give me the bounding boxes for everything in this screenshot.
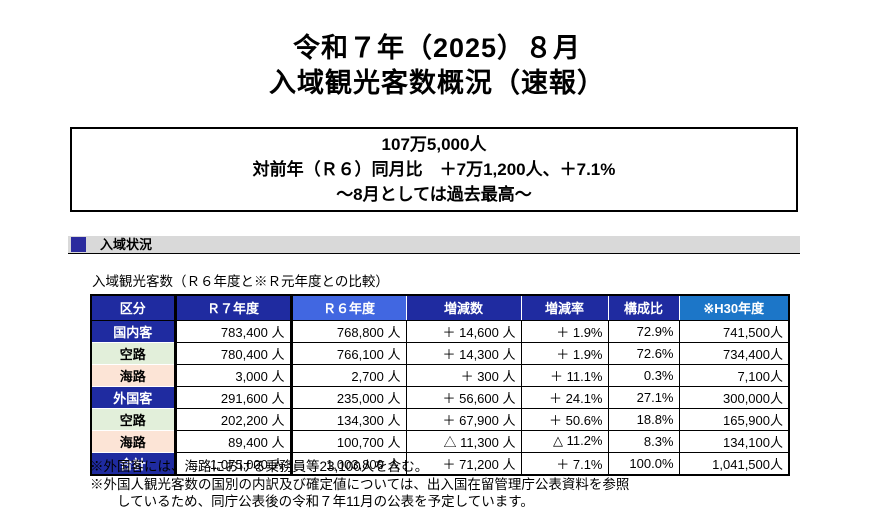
- col-header-h30: ※H30年度: [678, 295, 790, 321]
- cell-share: 27.1%: [607, 385, 680, 409]
- table-row-total: 合計 1,075,000 人 1,003,800 人 ＋ 71,200 人 ＋ …: [90, 451, 790, 475]
- table-row-foreign: 外国客 291,600 人 235,000 人 ＋ 56,600 人 ＋ 24.…: [90, 385, 790, 409]
- title-line-2: 入域観光客数概況（速報）: [269, 68, 605, 98]
- table-row-foreign-sea: 海路 89,400 人 100,700 人 △ 11,300 人 △ 11.2%…: [90, 429, 790, 453]
- footnote-foreign-breakdown-cont: しているため、同庁公表後の令和７年11月の公表を予定しています。: [117, 494, 534, 509]
- cell-diff: △ 11,300 人: [405, 429, 522, 453]
- row-label: 空路: [90, 407, 175, 431]
- cell-share: 0.3%: [607, 363, 680, 387]
- table-caption: 入域観光客数（Ｒ６年度と※Ｒ元年度との比較）: [92, 274, 389, 289]
- cell-r6: 768,800 人: [290, 319, 407, 343]
- col-header-category: 区分: [90, 295, 176, 321]
- cell-r7: 89,400 人: [173, 429, 293, 453]
- row-label: 合計: [90, 451, 175, 475]
- cell-h30: 7,100人: [678, 363, 790, 387]
- title-line-1: 令和７年（2025）８月: [292, 33, 582, 63]
- cell-r7: 780,400 人: [173, 341, 293, 365]
- cell-rate: ＋ 11.1%: [520, 363, 609, 387]
- row-label: 海路: [90, 363, 175, 387]
- cell-r7: 3,000 人: [173, 363, 293, 387]
- visitor-statistics-table: 区分 Ｒ７年度 Ｒ６年度 増減数 増減率 構成比 ※H30年度 国内客 783,…: [90, 294, 790, 476]
- cell-diff: ＋ 14,600 人: [405, 319, 522, 343]
- cell-h30: 300,000人: [678, 385, 790, 409]
- footnote-crew: ※外国客には、海路における乗務員等23,100人を含む。: [90, 459, 429, 474]
- row-label: 海路: [90, 429, 175, 453]
- cell-r7: 783,400 人: [173, 319, 293, 343]
- cell-r7: 291,600 人: [173, 385, 293, 409]
- cell-rate: ＋ 1.9%: [520, 319, 609, 343]
- table-row-domestic-sea: 海路 3,000 人 2,700 人 ＋ 300 人 ＋ 11.1% 0.3% …: [90, 363, 790, 387]
- summary-total: 107万5,000人: [381, 135, 487, 154]
- col-header-diff: 増減数: [405, 295, 522, 321]
- cell-share: 72.9%: [607, 319, 680, 343]
- cell-h30: 734,400人: [678, 341, 790, 365]
- cell-share: 100.0%: [607, 451, 680, 475]
- cell-r7: 1,075,000 人: [173, 451, 293, 475]
- cell-share: 72.6%: [607, 341, 680, 365]
- col-header-r7: Ｒ７年度: [173, 295, 293, 321]
- cell-r6: 235,000 人: [290, 385, 407, 409]
- header-row: 区分 Ｒ７年度 Ｒ６年度 増減数 増減率 構成比 ※H30年度: [90, 295, 790, 321]
- cell-r6: 766,100 人: [290, 341, 407, 365]
- footnote-foreign-breakdown: ※外国人観光客数の国別の内訳及び確定値については、出入国在留管理庁公表資料を参照: [90, 476, 630, 492]
- cell-rate: ＋ 50.6%: [520, 407, 609, 431]
- summary-box: 107万5,000人 対前年（Ｒ６）同月比 ＋7万1,200人、＋7.1% ～8…: [70, 127, 798, 212]
- summary-yoy-change: 対前年（Ｒ６）同月比 ＋7万1,200人、＋7.1%: [252, 160, 616, 179]
- table-row-domestic-air: 空路 780,400 人 766,100 人 ＋ 14,300 人 ＋ 1.9%…: [90, 341, 790, 365]
- cell-r6: 134,300 人: [290, 407, 407, 431]
- col-header-r6: Ｒ６年度: [290, 295, 407, 321]
- cell-rate: ＋ 1.9%: [520, 341, 609, 365]
- cell-r6: 100,700 人: [290, 429, 407, 453]
- cell-diff: ＋ 14,300 人: [405, 341, 522, 365]
- footnotes: ※外国客には、海路における乗務員等23,100人を含む。 ※外国人観光客数の国別…: [90, 458, 629, 511]
- cell-h30: 134,100人: [678, 429, 790, 453]
- cell-rate: △ 11.2%: [520, 429, 609, 453]
- cell-r7: 202,200 人: [173, 407, 293, 431]
- col-header-rate: 増減率: [520, 295, 609, 321]
- row-label: 空路: [90, 341, 175, 365]
- cell-h30: 741,500人: [678, 319, 790, 343]
- cell-diff: ＋ 71,200 人: [405, 451, 522, 475]
- table-row-foreign-air: 空路 202,200 人 134,300 人 ＋ 67,900 人 ＋ 50.6…: [90, 407, 790, 431]
- section-header-bar: 入域状況: [68, 236, 800, 254]
- cell-r6: 1,003,800 人: [290, 451, 407, 475]
- section-label: 入域状況: [100, 237, 153, 252]
- cell-diff: ＋ 67,900 人: [405, 407, 522, 431]
- row-label: 外国客: [90, 385, 175, 409]
- cell-share: 8.3%: [607, 429, 680, 453]
- row-label: 国内客: [90, 319, 175, 343]
- col-header-share: 構成比: [607, 295, 680, 321]
- cell-h30: 1,041,500人: [678, 451, 790, 475]
- cell-h30: 165,900人: [678, 407, 790, 431]
- table-row-domestic: 国内客 783,400 人 768,800 人 ＋ 14,600 人 ＋ 1.9…: [90, 319, 790, 343]
- cell-r6: 2,700 人: [290, 363, 407, 387]
- cell-diff: ＋ 56,600 人: [405, 385, 522, 409]
- cell-rate: ＋ 24.1%: [520, 385, 609, 409]
- cell-diff: ＋ 300 人: [405, 363, 522, 387]
- page-title: 令和７年（2025）８月 入域観光客数概況（速報）: [0, 31, 874, 101]
- summary-record-note: ～8月としては過去最高～: [336, 185, 532, 204]
- cell-rate: ＋ 7.1%: [520, 451, 609, 475]
- section-marker-icon: [71, 237, 86, 252]
- cell-share: 18.8%: [607, 407, 680, 431]
